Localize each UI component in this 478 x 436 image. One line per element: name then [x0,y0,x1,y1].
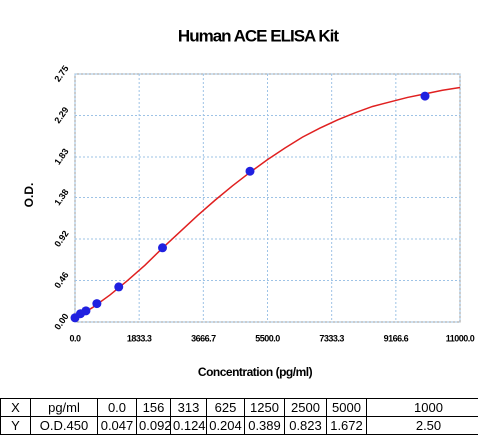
table-row: Y O.D.450 0.047 0.092 0.124 0.204 0.389 0.823 1.… [0,416,478,435]
table-cell: 625 [206,398,245,417]
table-cell: 0.823 [284,416,327,435]
table-cell: 1.672 [326,416,367,435]
y-tick-label: 0.46 [52,270,70,290]
table-cell: 1250 [244,398,285,417]
table-cell: 0.047 [97,416,137,435]
y-axis-label: O.D. [22,183,36,208]
fit-curve [74,86,461,320]
x-tick-label: 5500.0 [255,333,280,343]
table-cell: 1000 [366,398,478,417]
table-cell: O.D.450 [30,416,98,435]
x-tick-label: 3666.7 [191,333,216,343]
table-cell: 2500 [284,398,327,417]
table-cell: 156 [136,398,171,417]
chart-title: Human ACE ELISA Kit [178,26,339,45]
data-point [81,306,91,316]
table-cell: 2.50 [366,416,478,435]
table-cell: 0.0 [97,398,137,417]
table-cell: 0.204 [206,416,245,435]
table-cell: 0.389 [244,416,285,435]
data-point [420,91,430,101]
table-cell: X [0,398,31,417]
chart: Human ACE ELISA Kit Concentration (pg/ml… [22,26,475,379]
data-point [114,282,124,292]
table-cell: pg/ml [30,398,98,417]
data-point [158,243,167,253]
y-tick-label: 2.75 [52,64,70,84]
x-axis-label: Concentration (pg/ml) [198,365,313,379]
x-tick-label: 7333.3 [319,333,344,343]
y-tick-label: 1.38 [52,187,70,207]
table-cell: 0.092 [136,416,171,435]
y-tick-label: 2.29 [52,105,70,125]
table-cell: Y [0,416,31,435]
x-tick-label: 11000.0 [446,333,475,343]
data-point [245,166,255,176]
y-tick-label: 0.00 [52,312,70,332]
table-cell: 0.124 [170,416,207,435]
table-cell: 313 [170,398,207,417]
y-tick-label: 1.83 [52,147,70,167]
x-tick-label: 9166.6 [384,333,409,343]
x-tick-label: 1833.3 [127,333,152,343]
table-cell: 5000 [326,398,367,417]
y-tick-label: 0.92 [52,229,70,249]
data-point [92,299,102,309]
x-tick-label: 0.0 [69,333,81,343]
